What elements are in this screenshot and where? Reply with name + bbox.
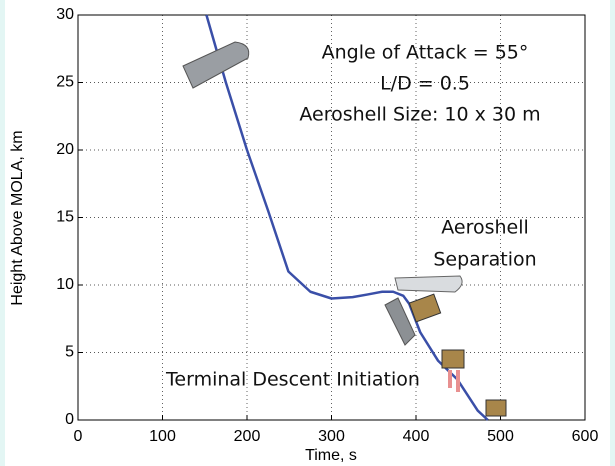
y-tick-label: 15	[56, 209, 74, 226]
annotation: Terminal Descent Initiation	[165, 369, 420, 391]
y-tick-label: 25	[56, 74, 74, 91]
annotation: Aeroshell Size: 10 x 30 m	[299, 104, 540, 126]
x-tick-label: 300	[318, 428, 345, 445]
x-tick-label: 600	[572, 428, 599, 445]
x-axis-label: Time, s	[305, 447, 357, 464]
y-tick-label: 0	[65, 411, 74, 428]
plot-area: 0 100 200 300 400 500 600 0 5 10 15 20 25 30	[56, 6, 598, 445]
annotation: Angle of Attack = 55°	[322, 42, 529, 64]
annotation: Aeroshell	[441, 217, 529, 239]
x-tick-label: 200	[234, 428, 261, 445]
annotation: Separation	[433, 249, 536, 271]
panel	[5, 0, 610, 466]
annotation: L/D = 0.5	[380, 73, 470, 95]
y-tick-label: 30	[56, 6, 74, 23]
axes-frame	[77, 14, 586, 421]
x-tick-label: 400	[403, 428, 430, 445]
line-series	[205, 14, 489, 421]
x-tick-label: 0	[74, 428, 83, 445]
x-tick-label: 500	[487, 428, 514, 445]
y-tick-label: 5	[65, 344, 74, 361]
y-tick-label: 10	[56, 276, 74, 293]
x-tick-label: 100	[149, 428, 176, 445]
aeroshell-icon	[182, 41, 463, 346]
lander-icons	[408, 293, 507, 417]
y-axis-label: Height Above MOLA, km	[9, 130, 26, 305]
y-tick-label: 20	[56, 141, 74, 158]
